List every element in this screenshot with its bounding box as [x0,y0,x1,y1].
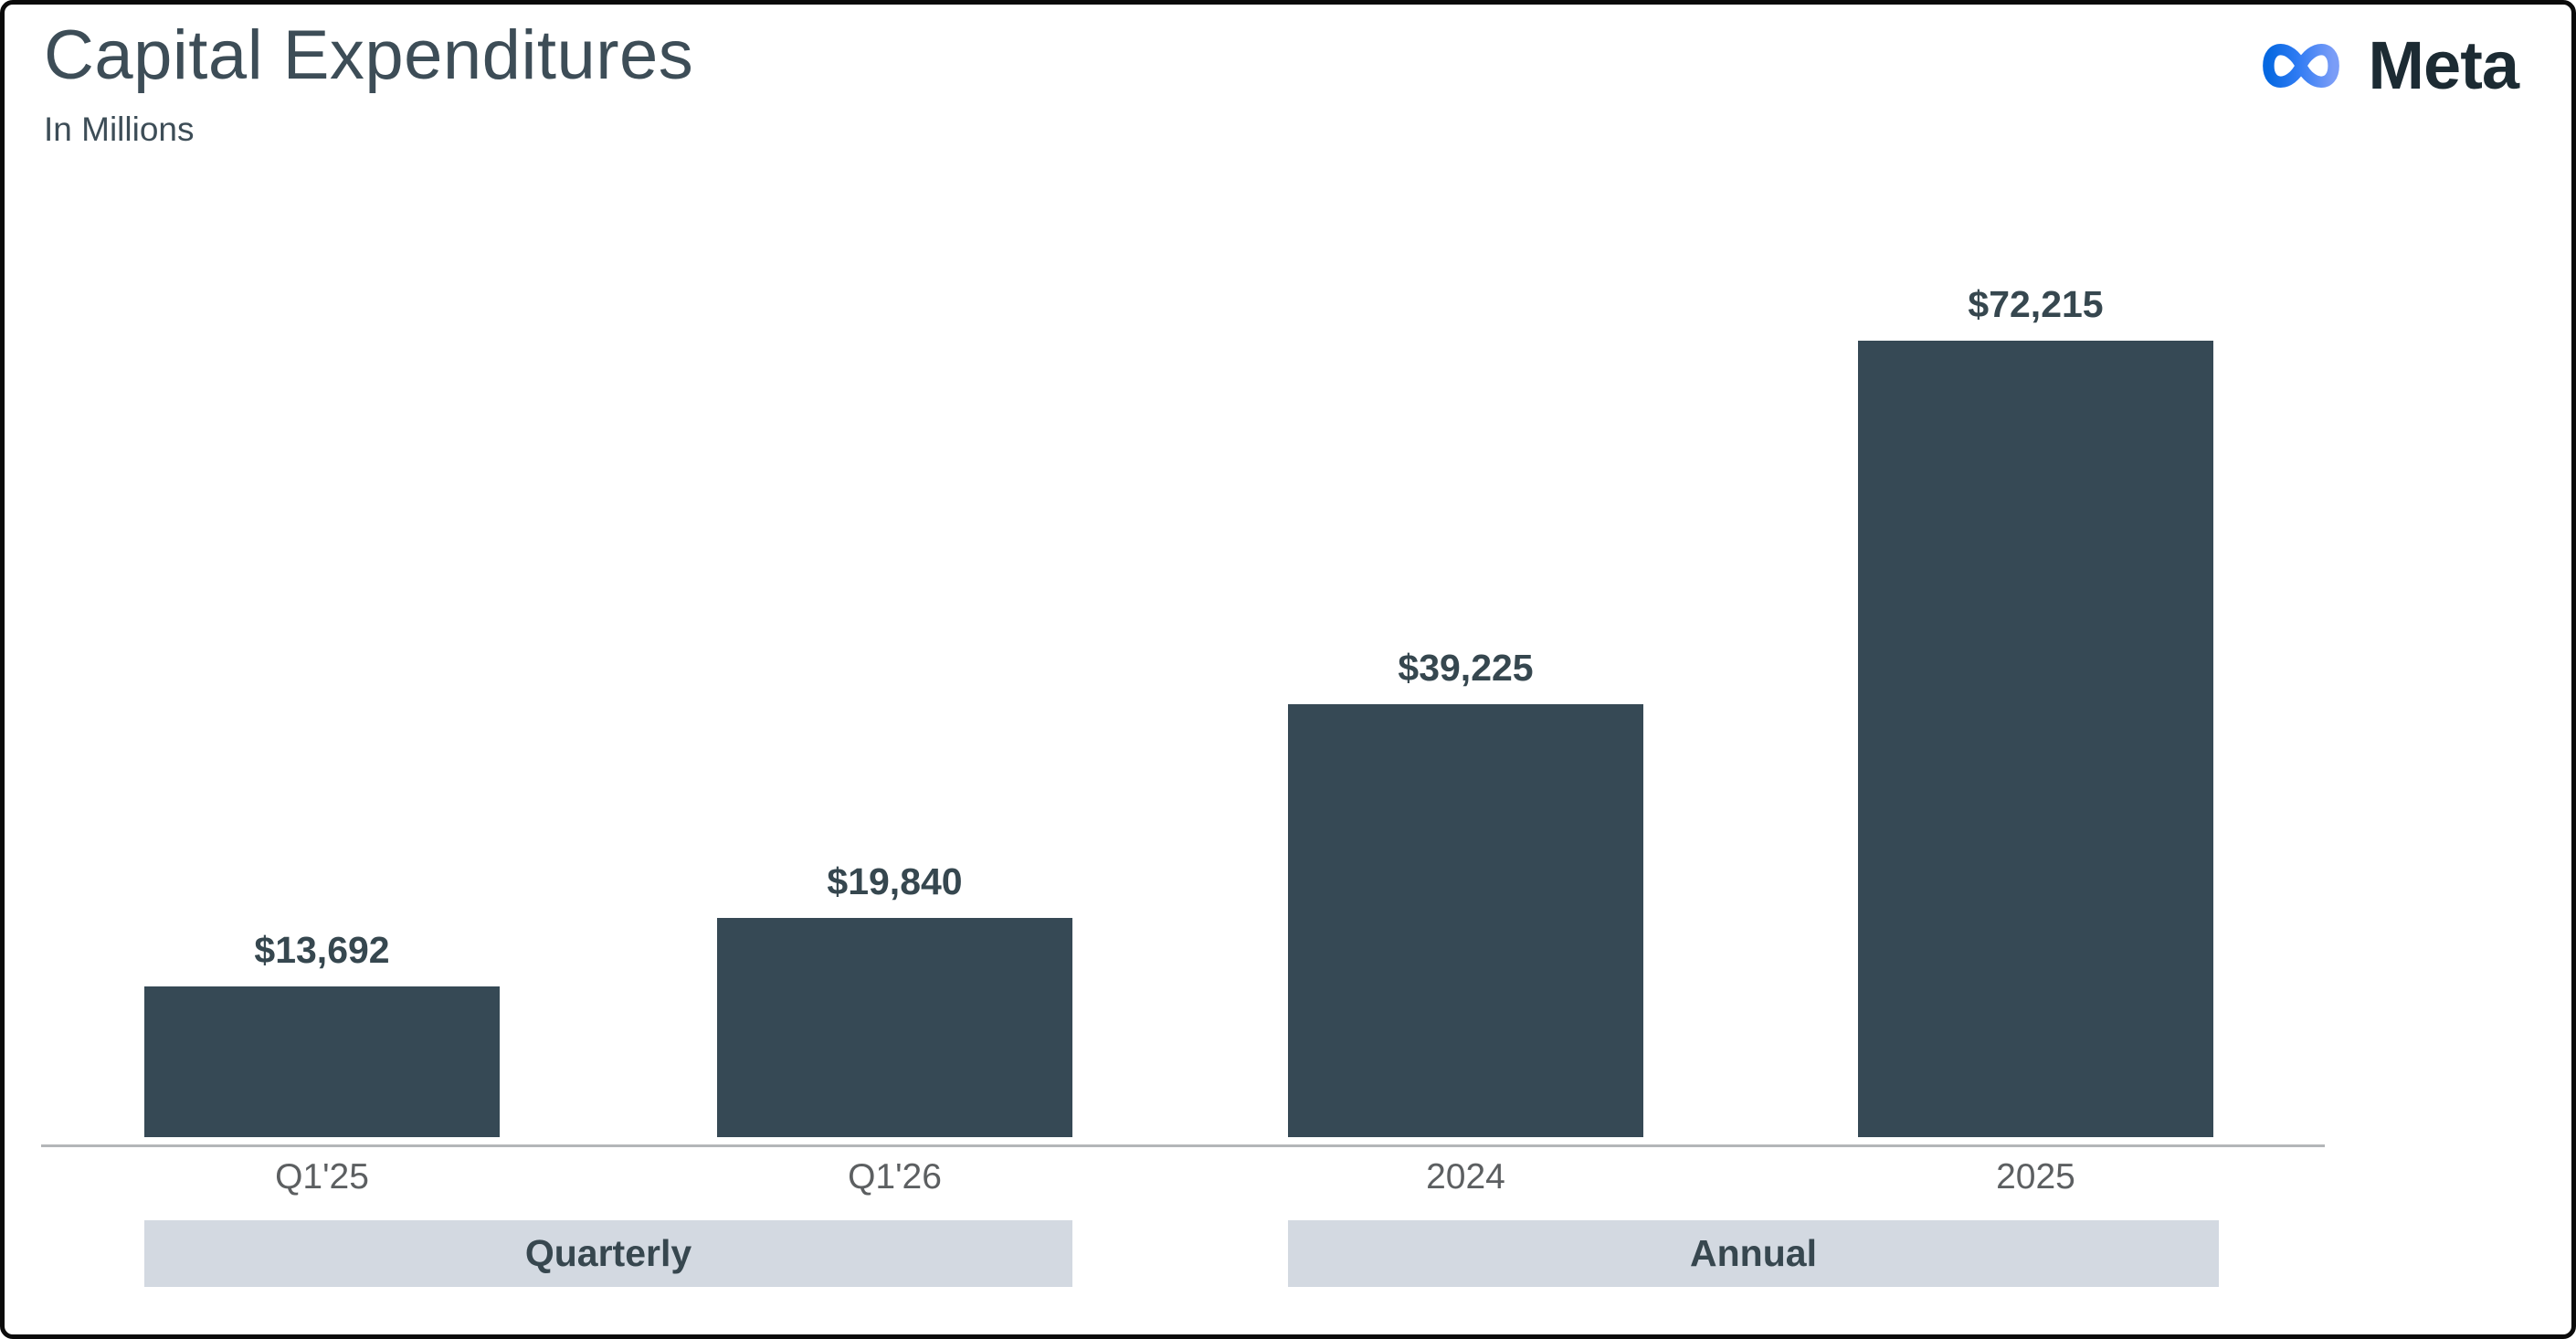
x-tick-label: Q1'26 [848,1157,942,1197]
page-title: Capital Expenditures [44,16,694,94]
bar-column-2025: $72,215 [1858,283,2213,1137]
bar [1858,341,2213,1137]
meta-logo: Meta [2247,26,2519,104]
meta-infinity-icon [2263,43,2340,88]
meta-wordmark: Meta [2368,27,2519,103]
chart-header: Capital Expenditures In Millions [44,17,693,149]
group-band-quarterly: Quarterly [144,1220,1072,1287]
bar [1288,704,1643,1137]
bar-column-q125: $13,692 [144,929,500,1137]
bar [144,986,500,1137]
x-tick-label: Q1'25 [275,1157,369,1197]
x-axis-line [41,1144,2325,1147]
bar-chart: $13,692 $19,840 $39,225 $72,215 Q1'25 Q1… [5,5,2571,1334]
bar-value-label: $19,840 [827,860,963,902]
x-tick-label: 2024 [1426,1157,1505,1197]
bar-value-label: $39,225 [1398,647,1534,689]
bar-value-label: $13,692 [254,929,390,971]
chart-subtitle: In Millions [44,110,195,148]
bar-value-label: $72,215 [1968,283,2104,325]
bar-column-2024: $39,225 [1288,647,1643,1137]
bar-column-q126: $19,840 [717,860,1072,1137]
group-band-annual: Annual [1288,1220,2219,1287]
bar [717,918,1072,1137]
x-tick-label: 2025 [1996,1157,2075,1197]
